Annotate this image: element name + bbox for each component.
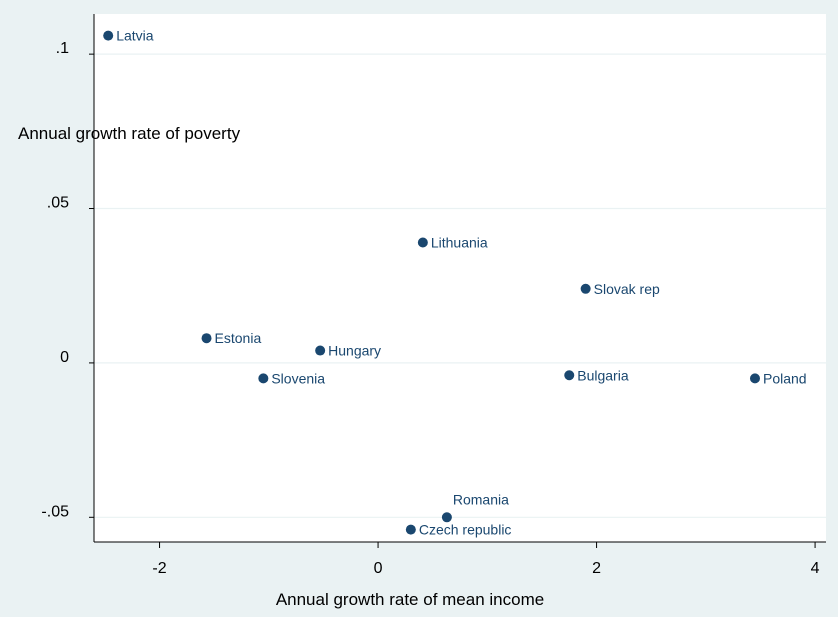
y-tick-label: -.05 — [41, 503, 69, 520]
plot-area-background — [94, 14, 826, 542]
x-tick-label: 4 — [811, 560, 820, 577]
point-label: Hungary — [328, 343, 381, 359]
y-tick-label: .05 — [47, 195, 69, 212]
data-point — [258, 373, 269, 384]
data-point — [417, 237, 428, 248]
data-point — [405, 524, 416, 535]
point-label: Slovak rep — [594, 281, 660, 297]
point-label: Bulgaria — [577, 367, 629, 383]
data-points: Latvia Lithuania Slovak rep Estonia HungaryS… — [103, 28, 807, 538]
y-axis-ticks: .1 .05 0 -.05 — [41, 40, 94, 520]
point-label: Lithuania — [431, 234, 488, 250]
data-point — [103, 30, 114, 41]
point-label: Latvia — [116, 28, 154, 44]
y-tick-label: .1 — [56, 40, 69, 57]
point-label: Slovenia — [271, 370, 325, 386]
x-tick-label: 0 — [374, 560, 383, 577]
x-tick-label: -2 — [152, 560, 166, 577]
y-tick-label: 0 — [60, 349, 69, 366]
data-point — [564, 370, 575, 381]
x-axis-ticks: -2 0 2 4 — [152, 542, 820, 577]
data-point — [201, 333, 212, 344]
gridlines — [94, 53, 826, 518]
data-point — [749, 373, 760, 384]
x-tick-label: 2 — [592, 560, 601, 577]
point-label: Estonia — [215, 330, 262, 346]
point-label: Czech republic — [419, 522, 512, 538]
x-axis-title: Annual growth rate of mean income — [276, 590, 544, 609]
data-point — [441, 512, 452, 523]
point-label: Romania — [453, 491, 509, 507]
y-axis-title: Annual growth rate of poverty — [18, 124, 241, 143]
data-point — [315, 345, 326, 356]
point-label: Poland — [763, 370, 807, 386]
data-point — [580, 283, 591, 294]
